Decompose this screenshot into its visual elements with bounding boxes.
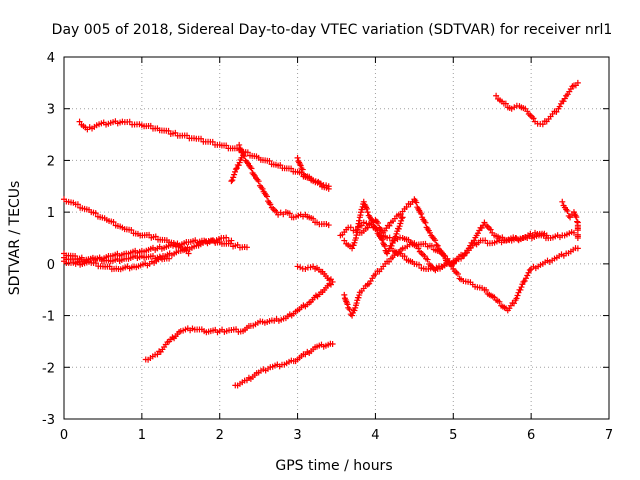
y-tick-label: 2 bbox=[47, 154, 55, 169]
series-track-15 bbox=[388, 219, 550, 274]
data-point-markers bbox=[388, 219, 550, 274]
data-point-markers bbox=[142, 263, 336, 363]
series-track-16 bbox=[493, 79, 581, 128]
series-track-12 bbox=[341, 240, 581, 319]
y-axis-label: SDTVAR / TECUs bbox=[7, 181, 23, 296]
data-point-markers bbox=[236, 141, 332, 229]
data-point-markers bbox=[61, 253, 173, 265]
y-tick-label: 1 bbox=[47, 206, 55, 221]
x-tick-label: 5 bbox=[449, 428, 457, 443]
x-tick-label: 6 bbox=[527, 428, 535, 443]
x-tick-label: 2 bbox=[216, 428, 224, 443]
plot-frame bbox=[63, 56, 610, 420]
y-tick-label: -2 bbox=[42, 361, 55, 376]
axis-ticks: 0 1 2 3 4 5 6 7 -3 -2 -1 0 1 2 3 4 bbox=[42, 51, 613, 443]
series-track-04 bbox=[294, 154, 332, 190]
y-tick-label: 4 bbox=[47, 51, 55, 66]
y-tick-label: -3 bbox=[42, 413, 55, 428]
series-track-03 bbox=[228, 154, 245, 185]
series-track-05 bbox=[61, 196, 192, 257]
y-tick-label: -1 bbox=[42, 310, 55, 325]
series-track-01 bbox=[76, 118, 332, 192]
data-point-markers bbox=[341, 240, 581, 319]
y-tick-label: 0 bbox=[47, 258, 55, 273]
data-points bbox=[61, 79, 581, 389]
data-point-markers bbox=[294, 154, 332, 190]
data-point-markers bbox=[61, 196, 192, 257]
series-track-02 bbox=[236, 141, 332, 229]
x-tick-label: 4 bbox=[371, 428, 379, 443]
chart-title: Day 005 of 2018, Sidereal Day-to-day VTE… bbox=[52, 22, 613, 38]
series-track-08 bbox=[61, 253, 173, 265]
x-tick-label: 1 bbox=[138, 428, 146, 443]
series-track-09 bbox=[142, 263, 336, 363]
data-point-markers bbox=[493, 79, 581, 128]
x-tick-label: 3 bbox=[293, 428, 301, 443]
data-point-markers bbox=[232, 340, 336, 389]
data-point-markers bbox=[559, 198, 581, 241]
x-tick-label: 7 bbox=[605, 428, 613, 443]
data-point-markers bbox=[61, 234, 235, 273]
y-tick-label: 3 bbox=[47, 103, 55, 118]
series-track-07 bbox=[61, 234, 235, 273]
x-axis-label: GPS time / hours bbox=[275, 458, 392, 474]
series-track-10 bbox=[232, 340, 336, 389]
data-point-markers bbox=[76, 118, 332, 192]
series-track-17 bbox=[559, 198, 581, 241]
x-tick-label: 0 bbox=[60, 428, 68, 443]
data-point-markers bbox=[228, 154, 245, 185]
